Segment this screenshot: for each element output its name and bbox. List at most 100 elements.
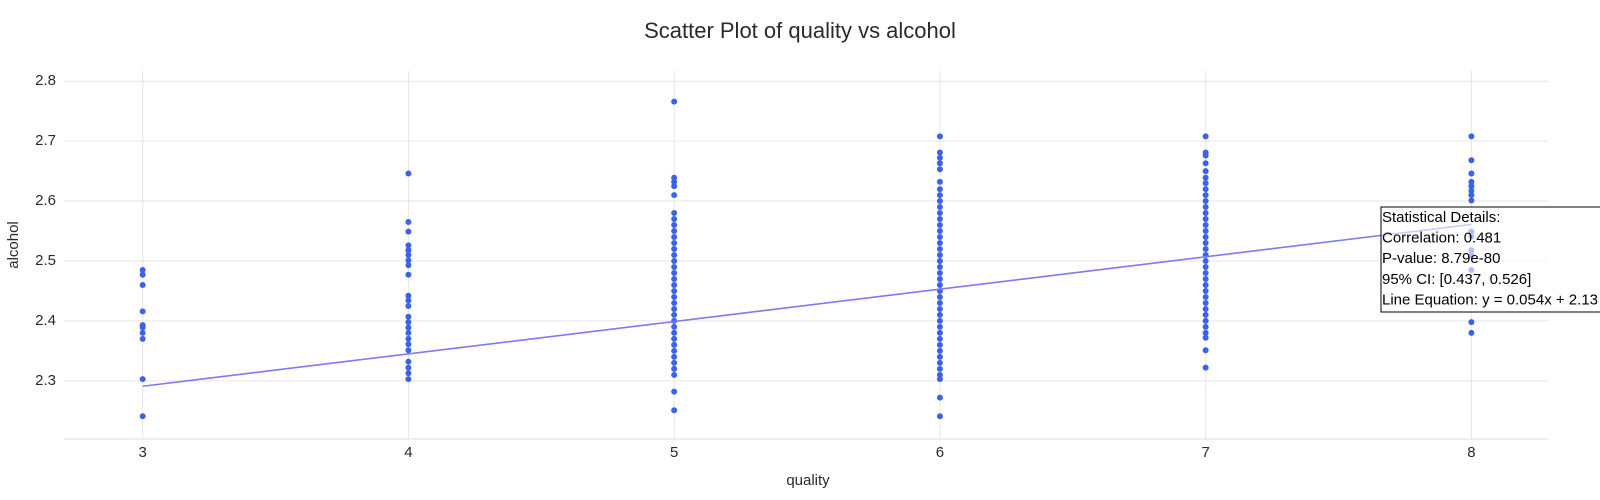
point xyxy=(671,341,678,348)
point xyxy=(1202,180,1209,187)
y-axis-title: alcohol xyxy=(5,221,22,269)
point xyxy=(671,210,678,217)
y-tick-label: 2.6 xyxy=(35,192,56,209)
point xyxy=(671,174,678,181)
point xyxy=(1202,152,1209,159)
point xyxy=(405,247,412,254)
point xyxy=(936,234,943,241)
point xyxy=(1468,133,1475,140)
point xyxy=(671,359,678,366)
point xyxy=(1202,364,1209,371)
point xyxy=(671,275,678,282)
x-tick-label: 8 xyxy=(1467,444,1475,461)
y-tick-label: 2.8 xyxy=(35,72,56,89)
point xyxy=(1202,240,1209,247)
point xyxy=(936,335,943,342)
point xyxy=(936,228,943,235)
point xyxy=(936,216,943,223)
point xyxy=(671,293,678,300)
point xyxy=(936,263,943,270)
point xyxy=(1468,319,1475,326)
point xyxy=(671,252,678,258)
point xyxy=(671,257,678,264)
point xyxy=(936,166,943,173)
point xyxy=(671,246,678,253)
point xyxy=(139,335,146,342)
point xyxy=(936,252,943,258)
point xyxy=(405,329,412,336)
x-tick-label: 6 xyxy=(936,444,944,461)
x-axis-title: quality xyxy=(786,472,830,489)
point xyxy=(1202,204,1209,211)
point xyxy=(936,240,943,247)
point xyxy=(671,329,678,336)
point xyxy=(1202,257,1209,264)
point xyxy=(671,281,678,288)
chart-title: Scatter Plot of quality vs alcohol xyxy=(644,18,956,43)
point xyxy=(405,319,412,326)
point xyxy=(936,222,943,229)
point xyxy=(1202,222,1209,229)
point xyxy=(936,311,943,318)
point xyxy=(1202,198,1209,205)
point xyxy=(1202,160,1209,167)
point xyxy=(671,299,678,306)
point xyxy=(1202,168,1209,175)
point xyxy=(936,359,943,366)
point xyxy=(936,371,943,378)
point xyxy=(1202,228,1209,235)
point xyxy=(1468,197,1475,204)
point xyxy=(1202,329,1209,336)
point xyxy=(671,335,678,342)
point xyxy=(671,228,678,235)
point xyxy=(671,371,678,378)
point xyxy=(139,308,146,315)
point xyxy=(671,269,678,276)
point xyxy=(139,324,146,331)
point xyxy=(1202,186,1209,193)
point xyxy=(936,160,943,167)
point xyxy=(1468,178,1475,185)
point xyxy=(1202,287,1209,294)
point xyxy=(405,242,412,249)
y-tick-label: 2.3 xyxy=(35,372,56,389)
point xyxy=(1202,246,1209,253)
point xyxy=(1202,347,1209,354)
point xyxy=(671,192,678,199)
point xyxy=(671,178,678,185)
point xyxy=(936,347,943,354)
point xyxy=(936,329,943,336)
point xyxy=(1202,323,1209,330)
point xyxy=(1202,174,1209,181)
point xyxy=(405,297,412,304)
point xyxy=(1468,183,1475,190)
point xyxy=(405,257,412,264)
point xyxy=(671,216,678,223)
point xyxy=(405,262,412,269)
point xyxy=(671,305,678,312)
point xyxy=(936,293,943,300)
point xyxy=(405,271,412,278)
point xyxy=(1202,317,1209,324)
point xyxy=(405,376,412,383)
point xyxy=(671,353,678,360)
point xyxy=(1202,305,1209,312)
point xyxy=(1202,281,1209,288)
point xyxy=(1202,192,1209,199)
annotation-line: Correlation: 0.481 xyxy=(1382,230,1501,247)
point xyxy=(671,287,678,294)
point xyxy=(936,186,943,193)
point xyxy=(671,263,678,270)
point xyxy=(1202,334,1209,341)
point xyxy=(671,183,678,190)
point xyxy=(405,228,412,235)
point xyxy=(936,178,943,185)
point xyxy=(405,313,412,320)
point xyxy=(1202,263,1209,270)
point xyxy=(936,341,943,348)
point xyxy=(139,376,146,383)
point xyxy=(671,407,678,414)
annotation-line: P-value: 8.79e-80 xyxy=(1382,250,1500,267)
